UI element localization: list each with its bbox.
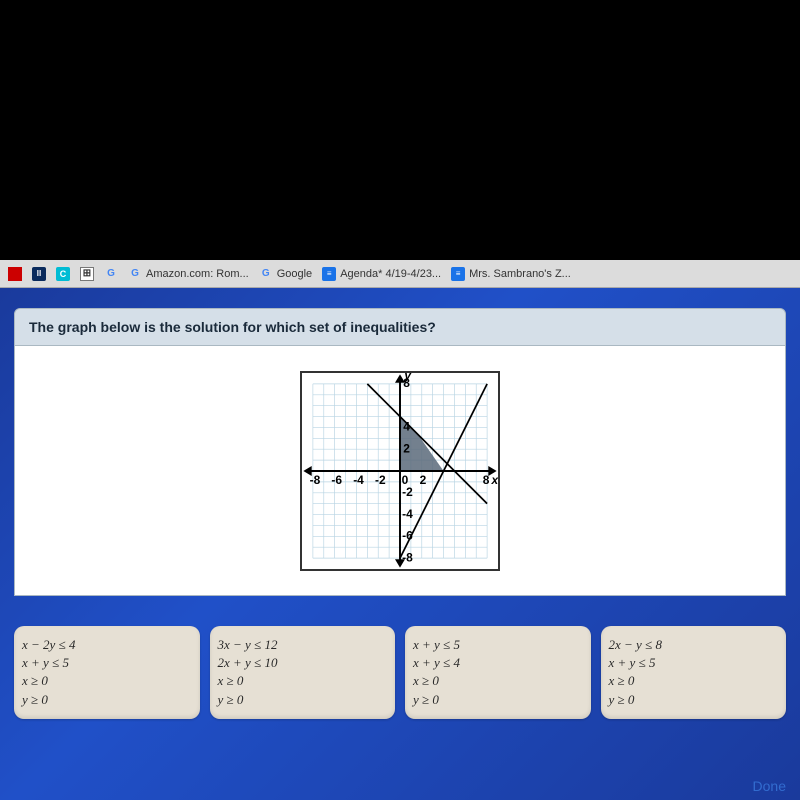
red-favicon bbox=[8, 267, 22, 281]
svg-text:-4: -4 bbox=[402, 506, 413, 520]
blue-favicon: ≡ bbox=[451, 267, 465, 281]
answers-row: x − 2y ≤ 4x + y ≤ 5x ≥ 0y ≥ 03x − y ≤ 12… bbox=[14, 626, 786, 719]
svg-text:-2: -2 bbox=[375, 473, 386, 487]
bookmark-item[interactable]: C bbox=[56, 267, 70, 281]
svg-text:-8: -8 bbox=[310, 473, 321, 487]
inequality-line: x ≥ 0 bbox=[218, 672, 388, 690]
svg-text:x: x bbox=[490, 473, 498, 487]
bookmark-label: Agenda* 4/19-4/23... bbox=[340, 268, 441, 280]
svg-text:-2: -2 bbox=[402, 485, 413, 499]
cyan-favicon: C bbox=[56, 267, 70, 281]
question-text: The graph below is the solution for whic… bbox=[14, 308, 786, 346]
inequality-line: x ≥ 0 bbox=[22, 672, 192, 690]
answer-option-3[interactable]: x + y ≤ 5x + y ≤ 4x ≥ 0y ≥ 0 bbox=[405, 626, 591, 719]
grid-favicon: ⊞ bbox=[80, 267, 94, 281]
inequality-line: y ≥ 0 bbox=[609, 691, 779, 709]
inequality-line: x + y ≤ 4 bbox=[413, 654, 583, 672]
black-region-top bbox=[0, 0, 800, 260]
bookmark-label: Amazon.com: Rom... bbox=[146, 268, 249, 280]
svg-text:-4: -4 bbox=[353, 473, 364, 487]
coordinate-graph: -8-6 -4-2 0 28 24 8 -2-4 -6-8 y x bbox=[300, 371, 500, 571]
graph-svg: -8-6 -4-2 0 28 24 8 -2-4 -6-8 y x bbox=[302, 373, 498, 569]
google-favicon: G bbox=[128, 267, 142, 281]
inequality-line: y ≥ 0 bbox=[22, 691, 192, 709]
bookmark-item[interactable]: G Google bbox=[259, 267, 312, 281]
inequality-line: x − 2y ≤ 4 bbox=[22, 636, 192, 654]
svg-text:-8: -8 bbox=[402, 550, 413, 564]
inequality-line: x + y ≤ 5 bbox=[609, 654, 779, 672]
inequality-line: y ≥ 0 bbox=[218, 691, 388, 709]
answer-option-4[interactable]: 2x − y ≤ 8x + y ≤ 5x ≥ 0y ≥ 0 bbox=[601, 626, 787, 719]
answer-option-1[interactable]: x − 2y ≤ 4x + y ≤ 5x ≥ 0y ≥ 0 bbox=[14, 626, 200, 719]
bookmark-item[interactable]: ≡ Agenda* 4/19-4/23... bbox=[322, 267, 441, 281]
done-button[interactable]: Done bbox=[753, 778, 786, 794]
content-area: The graph below is the solution for whic… bbox=[0, 288, 800, 800]
blue-favicon: ≡ bbox=[322, 267, 336, 281]
svg-text:y: y bbox=[403, 373, 412, 383]
bookmarks-bar: IIC⊞GGAmazon.com: Rom...GGoogle≡Agenda* … bbox=[0, 260, 800, 288]
bookmark-item[interactable]: ≡ Mrs. Sambrano's Z... bbox=[451, 267, 571, 281]
inequality-line: 2x − y ≤ 8 bbox=[609, 636, 779, 654]
svg-text:2: 2 bbox=[420, 473, 427, 487]
bookmark-item[interactable]: G Amazon.com: Rom... bbox=[128, 267, 249, 281]
svg-text:4: 4 bbox=[403, 419, 410, 433]
bookmark-label: Mrs. Sambrano's Z... bbox=[469, 268, 571, 280]
bookmark-item[interactable]: G bbox=[104, 267, 118, 281]
svg-text:-6: -6 bbox=[402, 528, 413, 542]
inequality-line: x ≥ 0 bbox=[609, 672, 779, 690]
inequality-line: 3x − y ≤ 12 bbox=[218, 636, 388, 654]
bookmark-item[interactable]: II bbox=[32, 267, 46, 281]
bookmark-item[interactable]: ⊞ bbox=[80, 267, 94, 281]
inequality-line: x ≥ 0 bbox=[413, 672, 583, 690]
nav-favicon: II bbox=[32, 267, 46, 281]
inequality-line: 2x + y ≤ 10 bbox=[218, 654, 388, 672]
graph-panel: -8-6 -4-2 0 28 24 8 -2-4 -6-8 y x bbox=[14, 346, 786, 596]
bookmark-label: Google bbox=[277, 268, 312, 280]
svg-text:2: 2 bbox=[403, 441, 410, 455]
svg-text:-6: -6 bbox=[331, 473, 342, 487]
inequality-line: x + y ≤ 5 bbox=[22, 654, 192, 672]
svg-text:8: 8 bbox=[483, 473, 490, 487]
bookmark-item[interactable] bbox=[8, 267, 22, 281]
answer-option-2[interactable]: 3x − y ≤ 122x + y ≤ 10x ≥ 0y ≥ 0 bbox=[210, 626, 396, 719]
inequality-line: x + y ≤ 5 bbox=[413, 636, 583, 654]
google-favicon: G bbox=[259, 267, 273, 281]
google-favicon: G bbox=[104, 267, 118, 281]
inequality-line: y ≥ 0 bbox=[413, 691, 583, 709]
axes bbox=[305, 376, 494, 565]
